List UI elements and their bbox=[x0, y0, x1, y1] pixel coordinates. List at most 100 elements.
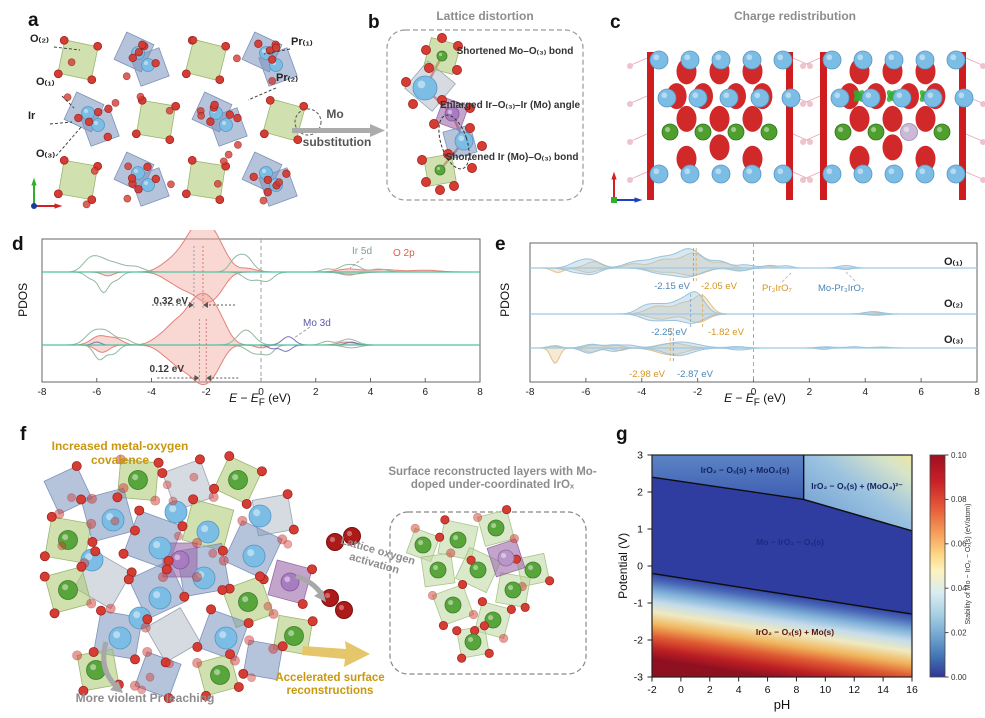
panel-b-lattice-distortion-structure bbox=[386, 29, 584, 201]
svg-text:2: 2 bbox=[637, 487, 643, 499]
annotation-shortened-mo-o3: Shortened Mo–O₍₃₎ bond bbox=[456, 46, 574, 57]
panel-b-title: Lattice distortion bbox=[436, 9, 534, 23]
svg-text:2: 2 bbox=[707, 684, 713, 696]
atom-label-ir: Ir bbox=[28, 110, 36, 122]
svg-text:0: 0 bbox=[258, 387, 264, 398]
svg-text:-4: -4 bbox=[147, 387, 156, 398]
svg-text:1: 1 bbox=[637, 524, 643, 536]
panel-g-pourbaix-diagram: -2 0 2 4 6 8 10 12 14 163210-1-2-30.100.080.060.0… bbox=[634, 450, 967, 697]
svg-text:-8: -8 bbox=[38, 387, 47, 398]
svg-text:6: 6 bbox=[918, 387, 924, 398]
panel-label-a: a bbox=[28, 10, 39, 31]
panel-d-xlabel: E − EF (eV) bbox=[185, 391, 335, 409]
colorbar-tick: 0.08 bbox=[951, 495, 967, 504]
svg-text:-2: -2 bbox=[634, 635, 643, 647]
legend-pr3iro7: Pr₃IrO₇ bbox=[762, 283, 792, 294]
xlabel-sub-f: F bbox=[753, 397, 760, 409]
legend-mo-pr3iro7: Mo-Pr₃IrO₇ bbox=[818, 283, 865, 294]
panel-label-b: b bbox=[368, 12, 380, 33]
legend-mo3d: Mo 3d bbox=[303, 318, 331, 329]
svg-text:-2: -2 bbox=[202, 387, 211, 398]
panel-c-charge-density bbox=[611, 50, 985, 203]
svg-text:10: 10 bbox=[819, 684, 831, 696]
text-covalence: Increased metal-oxygen covalence bbox=[51, 439, 189, 467]
mo-substitution-label-1: Mo bbox=[326, 107, 344, 121]
colorbar-tick: 0.06 bbox=[951, 540, 967, 549]
row-label-o1: O₍₁₎ bbox=[944, 256, 963, 268]
annotation-205ev: -2.05 eV bbox=[701, 281, 737, 292]
legend-o2p: O 2p bbox=[393, 248, 415, 259]
svg-text:0: 0 bbox=[751, 387, 757, 398]
panel-label-f: f bbox=[20, 424, 27, 445]
svg-text:2: 2 bbox=[807, 387, 813, 398]
svg-text:-4: -4 bbox=[637, 387, 646, 398]
svg-text:4: 4 bbox=[368, 387, 374, 398]
text-reconstruction: Accelerated surface reconstructions bbox=[275, 672, 385, 698]
mo-substitution-arrow bbox=[292, 124, 385, 137]
svg-text:-6: -6 bbox=[581, 387, 590, 398]
atom-label-pr1: Pr₍₁₎ bbox=[291, 36, 313, 48]
colorbar-tick: 0.10 bbox=[951, 451, 967, 460]
panel-g-ylabel: Potential (V) bbox=[616, 532, 631, 599]
region-label-mo-iro2: Mo − IrO₂ − Oₓ(s) bbox=[756, 537, 824, 547]
svg-text:4: 4 bbox=[736, 684, 742, 696]
panel-g-xlabel: pH bbox=[773, 697, 791, 712]
svg-text:0: 0 bbox=[637, 561, 643, 573]
panel-label-c: c bbox=[610, 12, 621, 33]
svg-text:0: 0 bbox=[678, 684, 684, 696]
svg-text:8: 8 bbox=[794, 684, 800, 696]
colorbar-tick: 0.04 bbox=[951, 584, 967, 593]
panel-c-title: Charge redistribution bbox=[733, 9, 856, 23]
svg-text:16: 16 bbox=[906, 684, 918, 696]
region-label-moo4: IrO₂ − Oₓ(s) + (MoO₄)²⁻ bbox=[811, 481, 903, 491]
atom-label-o2: O₍₂₎ bbox=[30, 33, 49, 45]
svg-text:14: 14 bbox=[877, 684, 889, 696]
text-pr-leaching: More violent Pr leaching bbox=[75, 691, 215, 705]
colorbar-tick: 0.02 bbox=[951, 628, 967, 637]
panel-label-g: g bbox=[616, 424, 628, 445]
annotation-215ev: -2.15 eV bbox=[654, 281, 690, 292]
atom-label-o3: O₍₃₎ bbox=[36, 148, 56, 160]
text-surface-title: Surface reconstructed layers with Mo-dop… bbox=[388, 466, 597, 492]
legend-ir5d: Ir 5d bbox=[352, 246, 373, 257]
svg-text:2: 2 bbox=[313, 387, 319, 398]
annotation-032ev: 0.32 eV bbox=[153, 296, 188, 307]
svg-text:8: 8 bbox=[477, 387, 483, 398]
panel-label-e: e bbox=[495, 234, 506, 255]
panel-f-schematic bbox=[39, 451, 587, 704]
atom-label-pr2: Pr₍₂₎ bbox=[276, 72, 298, 84]
xlabel-e: E − E bbox=[724, 391, 754, 405]
region-label-mo-s: IrO₂ − Oₓ(s) + Mo(s) bbox=[755, 627, 835, 637]
panel-d-pdos-plot: -8 -6 -4 -2 0 2 4 6 8 bbox=[38, 230, 483, 398]
svg-text:-8: -8 bbox=[526, 387, 535, 398]
annotation-shortened-ir-o3: Shortened Ir (Mo)–O₍₃₎ bond bbox=[445, 152, 579, 163]
svg-text:6: 6 bbox=[422, 387, 428, 398]
row-label-o3: O₍₃₎ bbox=[944, 334, 964, 346]
panel-a-crystal-structure bbox=[31, 31, 322, 209]
atom-label-o1: O₍₁₎ bbox=[36, 76, 55, 88]
annotation-012ev: 0.12 eV bbox=[149, 364, 184, 375]
colorbar-tick: 0.00 bbox=[951, 673, 967, 682]
panel-label-d: d bbox=[12, 234, 24, 255]
xlabel-unit: (eV) bbox=[264, 391, 291, 405]
svg-text:6: 6 bbox=[765, 684, 771, 696]
colorbar-label: Stability of Mo − IrO₂ − Oₓ(s) (eV/atom) bbox=[964, 503, 972, 625]
xlabel-unit: (eV) bbox=[759, 391, 786, 405]
svg-text:-6: -6 bbox=[92, 387, 101, 398]
xlabel-sub-f: F bbox=[258, 397, 265, 409]
annotation-225ev: -2.25 eV bbox=[651, 327, 687, 338]
mo-substitution-label-2: substitution bbox=[302, 135, 372, 149]
annotation-287ev: -2.87 eV bbox=[677, 369, 713, 380]
panel-d-ylabel: PDOS bbox=[16, 282, 31, 317]
annotation-enlarged-angle: Enlarged Ir–O₍₃₎–Ir (Mo) angle bbox=[439, 100, 581, 111]
row-label-o2: O₍₂₎ bbox=[944, 298, 963, 310]
svg-text:4: 4 bbox=[862, 387, 868, 398]
annotation-182ev: -1.82 eV bbox=[708, 327, 744, 338]
svg-text:12: 12 bbox=[848, 684, 860, 696]
panel-e-xlabel: E − EF (eV) bbox=[690, 391, 820, 409]
svg-text:-2: -2 bbox=[647, 684, 656, 696]
svg-text:-1: -1 bbox=[634, 598, 643, 610]
svg-text:3: 3 bbox=[637, 450, 643, 462]
xlabel-e: E − E bbox=[229, 391, 259, 405]
